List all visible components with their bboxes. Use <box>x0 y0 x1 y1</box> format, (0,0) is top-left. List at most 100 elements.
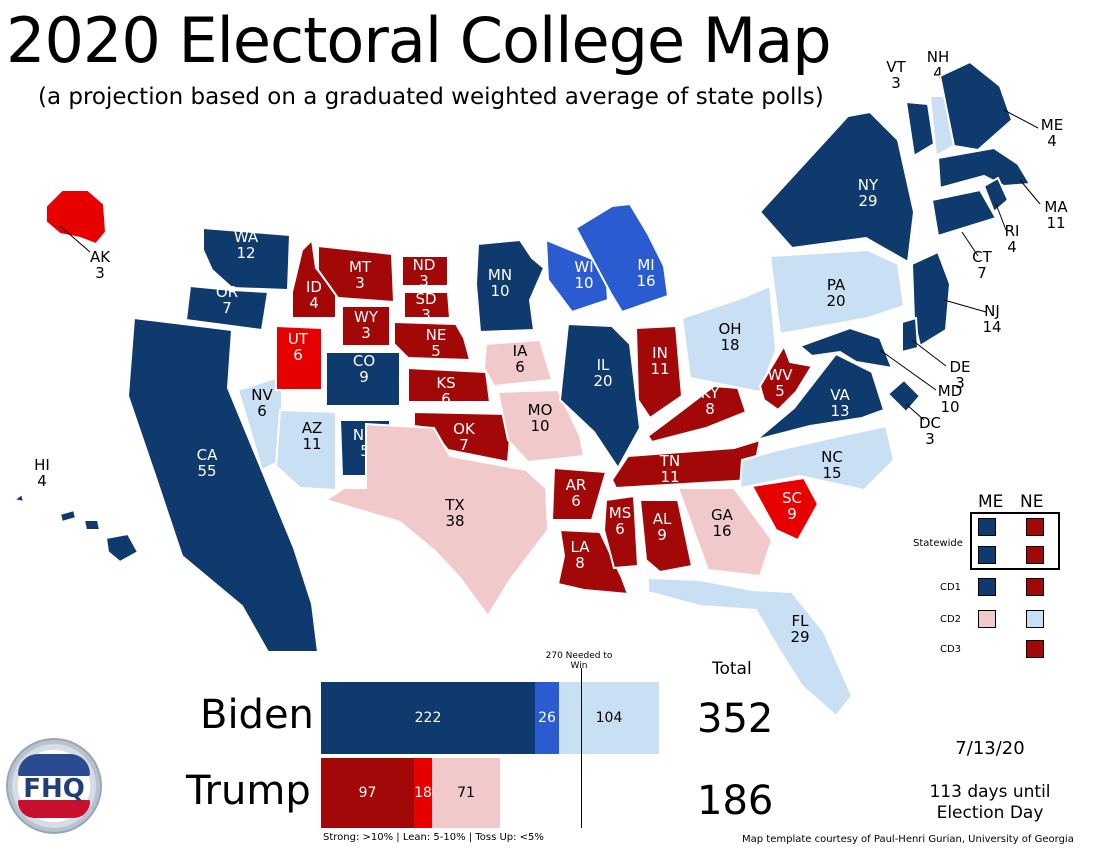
trump-name: Trump <box>186 768 311 814</box>
state-label-ne: NE <box>426 326 447 344</box>
state-ev-ma: 11 <box>1046 214 1065 232</box>
state-la <box>556 528 630 596</box>
state-label-wi: WI <box>574 258 593 276</box>
state-oh <box>680 284 778 394</box>
state-in <box>634 324 684 420</box>
state-ev-nc: 15 <box>822 464 841 482</box>
legend-swatch-me-3 <box>978 610 996 628</box>
legend-row-label-cd2: CD2 <box>940 614 962 625</box>
days-until-election: 113 days until Election Day <box>929 782 1051 823</box>
state-ev-pa: 20 <box>826 292 845 310</box>
state-label-ms: MS <box>609 504 631 522</box>
state-label-al: AL <box>653 510 672 528</box>
state-label-ma: MA <box>1044 198 1068 216</box>
state-label-fl: FL <box>792 612 810 630</box>
state-mo <box>496 388 586 464</box>
state-ev-wa: 12 <box>236 244 255 262</box>
state-ev-sd: 3 <box>421 306 431 324</box>
state-label-ia: IA <box>513 342 528 360</box>
state-ga <box>676 487 774 578</box>
legend-row-label-statewide: Statewide <box>913 538 963 549</box>
logo-blue-band <box>18 754 90 776</box>
state-ca <box>126 316 320 653</box>
leader-line-de <box>911 339 947 367</box>
state-label-mn: MN <box>488 266 512 284</box>
state-label-mi: MI <box>637 256 654 274</box>
state-ev-de: 3 <box>955 374 965 392</box>
state-label-ks: KS <box>436 374 455 392</box>
leader-line-me <box>1003 109 1039 129</box>
state-co <box>325 351 401 407</box>
state-ne <box>393 320 472 362</box>
state-al <box>638 499 694 574</box>
state-ev-al: 9 <box>657 526 667 544</box>
state-ut <box>275 324 323 391</box>
state-label-nc: NC <box>821 448 843 466</box>
legend-row-label-cd1: CD1 <box>940 582 962 593</box>
state-label-ca: CA <box>197 446 218 464</box>
state-label-id: ID <box>306 278 322 296</box>
state-label-sd: SD <box>415 290 436 308</box>
legend-swatch-me-1 <box>978 546 996 564</box>
state-md <box>798 326 894 370</box>
state-label-md: MD <box>938 382 963 400</box>
state-ev-ak: 3 <box>95 264 105 282</box>
state-ev-hi: 4 <box>37 472 47 490</box>
state-ri <box>982 176 1010 214</box>
state-mi <box>574 202 670 314</box>
state-label-me: ME <box>1041 116 1063 134</box>
statewide-bracket <box>970 512 1060 570</box>
state-label-ut: UT <box>288 330 309 348</box>
state-label-wy: WY <box>354 308 379 326</box>
state-label-wa: WA <box>234 228 259 246</box>
state-ev-nh: 4 <box>933 64 943 82</box>
state-label-nd: ND <box>413 256 436 274</box>
state-sd <box>403 291 452 319</box>
leader-line-nj <box>943 299 987 313</box>
state-dc <box>886 378 922 414</box>
state-label-co: CO <box>353 352 375 370</box>
state-ev-ks: 6 <box>441 390 451 408</box>
state-label-ct: CT <box>972 248 992 266</box>
state-ev-nd: 3 <box>419 272 429 290</box>
leader-line-ct <box>961 231 979 257</box>
state-wi <box>544 238 610 314</box>
state-ev-ok: 7 <box>459 436 469 454</box>
projection-date: 7/13/20 <box>955 738 1025 759</box>
state-label-sc: SC <box>782 489 802 507</box>
state-ev-co: 9 <box>359 368 369 386</box>
needed-to-win-label: 270 Needed to Win <box>545 651 613 671</box>
trump-lean-bar: 18 <box>414 758 432 828</box>
state-pa <box>768 248 906 336</box>
state-ma <box>936 146 1032 190</box>
state-ny <box>758 110 916 264</box>
total-label: Total <box>712 659 752 679</box>
logo-red-band <box>18 800 90 818</box>
state-ev-mn: 10 <box>490 282 509 300</box>
state-label-va: VA <box>830 386 850 404</box>
state-tx <box>323 422 550 618</box>
state-ev-me: 4 <box>1047 132 1057 150</box>
state-label-dc: DC <box>919 414 941 432</box>
state-ev-mt: 3 <box>355 274 365 292</box>
legend-swatch-ne-3 <box>1026 610 1044 628</box>
state-label-pa: PA <box>827 276 846 294</box>
state-label-nv: NV <box>251 386 273 404</box>
state-ev-dc: 3 <box>925 430 935 448</box>
state-va <box>755 352 886 441</box>
state-nd <box>401 255 449 287</box>
template-credit: Map template courtesy of Paul-Henri Guri… <box>742 834 1074 845</box>
legend-swatch-ne-2 <box>1026 578 1044 596</box>
state-az <box>274 408 337 492</box>
state-nc <box>738 424 896 492</box>
state-ev-az: 11 <box>302 435 321 453</box>
state-ev-tx: 38 <box>445 512 464 530</box>
state-tn <box>610 438 762 490</box>
state-ev-ri: 4 <box>1007 238 1017 256</box>
map-title: 2020 Electoral College Map <box>6 4 832 77</box>
state-ia <box>482 338 554 388</box>
state-ev-ut: 6 <box>293 346 303 364</box>
state-wa <box>202 226 292 292</box>
leader-line-ma <box>1019 179 1041 205</box>
state-ev-ky: 8 <box>705 400 715 418</box>
